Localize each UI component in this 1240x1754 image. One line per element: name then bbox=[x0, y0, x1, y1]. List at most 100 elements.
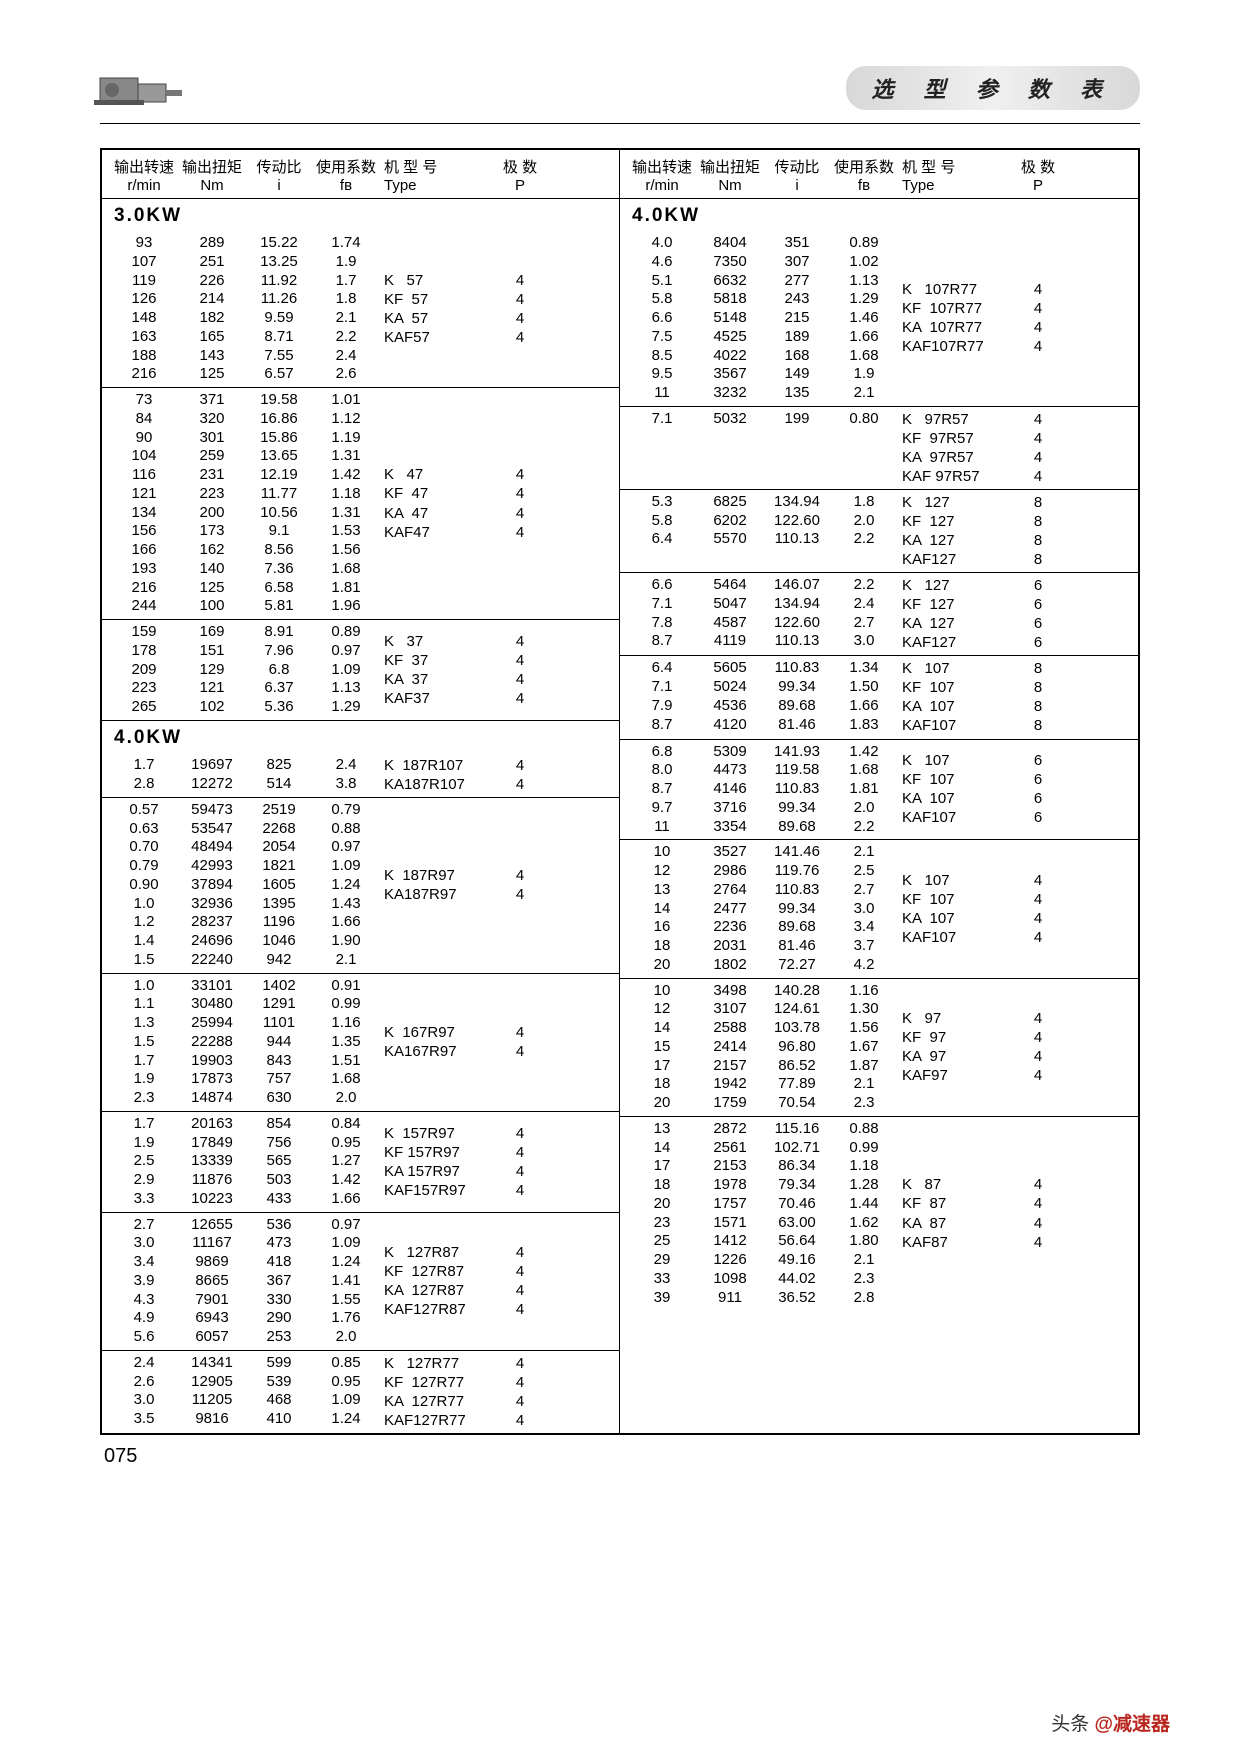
data-row: 5.86202122.602.0 bbox=[628, 512, 898, 531]
type-row: KF 127 bbox=[902, 595, 1016, 614]
type-row: KA 127 bbox=[902, 614, 1016, 633]
pole-value: 4 bbox=[498, 670, 542, 689]
data-row: 5.36825134.941.8 bbox=[628, 493, 898, 512]
pole-value: 8 bbox=[1016, 550, 1060, 569]
type-row: KA 157R97 bbox=[384, 1162, 498, 1181]
col-header-en: P bbox=[1016, 177, 1060, 194]
pole-value: 4 bbox=[1016, 871, 1060, 890]
data-row: 2161256.572.6 bbox=[110, 365, 380, 384]
pole-value: 4 bbox=[1016, 1214, 1060, 1233]
type-row: K 127R77 bbox=[384, 1354, 498, 1373]
col-header-en: Nm bbox=[696, 177, 764, 194]
data-row: 2441005.811.96 bbox=[110, 597, 380, 616]
data-row: 142561102.710.99 bbox=[628, 1139, 898, 1158]
data-row: 0.635354722680.88 bbox=[110, 820, 380, 839]
col-header-en: fʙ bbox=[312, 177, 380, 194]
data-row: 0.903789416051.24 bbox=[110, 876, 380, 895]
pole-value: 4 bbox=[498, 1281, 542, 1300]
data-row: 6.45570110.132.2 bbox=[628, 530, 898, 549]
data-row: 3.0112054681.09 bbox=[110, 1391, 380, 1410]
table-header: 输出转速输出扭矩传动比使用系数机 型 号极 数r/minNmifʙTypeP bbox=[102, 150, 619, 199]
data-row: 2.9118765031.42 bbox=[110, 1171, 380, 1190]
type-row: KAF87 bbox=[902, 1233, 1016, 1252]
header: 选 型 参 数 表 bbox=[100, 60, 1140, 115]
col-header: 传动比 bbox=[764, 156, 830, 177]
type-row: K 107R77 bbox=[902, 280, 1016, 299]
col-header-en: r/min bbox=[110, 177, 178, 194]
pole-value: 4 bbox=[498, 1162, 542, 1181]
data-row: 2.5133395651.27 bbox=[110, 1152, 380, 1171]
pole-value: 4 bbox=[1016, 1028, 1060, 1047]
type-row: KAF 97R57 bbox=[902, 467, 1016, 486]
data-row: 9.7371699.342.0 bbox=[628, 799, 898, 818]
data-row: 0.704849420540.97 bbox=[110, 838, 380, 857]
data-row: 16223689.683.4 bbox=[628, 918, 898, 937]
data-block: 9328915.221.7410725113.251.911922611.921… bbox=[102, 231, 619, 388]
data-block: 132872115.160.88142561102.710.9917215386… bbox=[620, 1117, 1138, 1311]
data-row: 1.42469610461.90 bbox=[110, 932, 380, 951]
data-row: 9328915.221.74 bbox=[110, 234, 380, 253]
pole-value: 4 bbox=[1016, 467, 1060, 486]
data-row: 8432016.861.12 bbox=[110, 410, 380, 429]
type-row: KA 37 bbox=[384, 670, 498, 689]
data-row: 11623112.191.42 bbox=[110, 466, 380, 485]
right-column: 输出转速输出扭矩传动比使用系数机 型 号极 数r/minNmifʙTypeP4.… bbox=[620, 150, 1138, 1433]
type-row: KA 107 bbox=[902, 697, 1016, 716]
data-row: 3.498694181.24 bbox=[110, 1253, 380, 1272]
type-row: KAF107 bbox=[902, 928, 1016, 947]
data-row: 29122649.162.1 bbox=[628, 1251, 898, 1270]
data-row: 103498140.281.16 bbox=[628, 982, 898, 1001]
type-row: KF 47 bbox=[384, 484, 498, 503]
data-row: 2.7126555360.97 bbox=[110, 1216, 380, 1235]
data-row: 2161256.581.81 bbox=[110, 579, 380, 598]
type-row: K 187R97 bbox=[384, 866, 498, 885]
pole-value: 4 bbox=[498, 290, 542, 309]
data-row: 8.04473119.581.68 bbox=[628, 761, 898, 780]
data-block: 6.85309141.931.428.04473119.581.688.7414… bbox=[620, 740, 1138, 841]
data-row: 2651025.361.29 bbox=[110, 698, 380, 717]
data-row: 132872115.160.88 bbox=[628, 1120, 898, 1139]
data-block: 5.36825134.941.85.86202122.602.06.455701… bbox=[620, 490, 1138, 573]
type-row: KAF127R87 bbox=[384, 1300, 498, 1319]
type-row: KA 87 bbox=[902, 1214, 1016, 1233]
data-row: 1661628.561.56 bbox=[110, 541, 380, 560]
data-row: 4.084043510.89 bbox=[628, 234, 898, 253]
page-title: 选 型 参 数 表 bbox=[846, 66, 1140, 110]
data-row: 2.6129055390.95 bbox=[110, 1373, 380, 1392]
data-row: 9030115.861.19 bbox=[110, 429, 380, 448]
data-row: 122986119.762.5 bbox=[628, 862, 898, 881]
pole-value: 8 bbox=[1016, 697, 1060, 716]
data-row: 2.8122725143.8 bbox=[110, 775, 380, 794]
pole-value: 4 bbox=[1016, 909, 1060, 928]
type-row: KF 127 bbox=[902, 512, 1016, 531]
pole-value: 4 bbox=[498, 1392, 542, 1411]
footer: 头条 @减速器 bbox=[1051, 1709, 1170, 1736]
data-row: 1931407.361.68 bbox=[110, 560, 380, 579]
data-block: 1591698.910.891781517.960.972091296.81.0… bbox=[102, 620, 619, 721]
type-row: KAF97 bbox=[902, 1066, 1016, 1085]
pole-value: 4 bbox=[498, 1300, 542, 1319]
type-row: KF 157R97 bbox=[384, 1143, 498, 1162]
data-row: 1781517.960.97 bbox=[110, 642, 380, 661]
data-row: 4.379013301.55 bbox=[110, 1291, 380, 1310]
type-row: KF 97R57 bbox=[902, 429, 1016, 448]
data-row: 20175770.461.44 bbox=[628, 1195, 898, 1214]
col-header: 传动比 bbox=[246, 156, 312, 177]
data-block: 1.7201638540.841.9178497560.952.51333956… bbox=[102, 1112, 619, 1213]
data-row: 25141256.641.80 bbox=[628, 1232, 898, 1251]
data-row: 1591698.910.89 bbox=[110, 623, 380, 642]
type-row: KA 127 bbox=[902, 531, 1016, 550]
data-row: 4.969432901.76 bbox=[110, 1309, 380, 1328]
pole-value: 6 bbox=[1016, 789, 1060, 808]
type-row: K 107 bbox=[902, 659, 1016, 678]
data-block: 4.084043510.894.673503071.025.166322771.… bbox=[620, 231, 1138, 407]
type-row: KF 107R77 bbox=[902, 299, 1016, 318]
pole-value: 4 bbox=[1016, 1009, 1060, 1028]
section-title: 3.0KW bbox=[102, 199, 619, 231]
col-header: 使用系数 bbox=[830, 156, 898, 177]
data-row: 8.74146110.831.81 bbox=[628, 780, 898, 799]
col-header: 输出扭矩 bbox=[178, 156, 246, 177]
type-row: KA187R107 bbox=[384, 775, 498, 794]
pole-value: 4 bbox=[498, 775, 542, 794]
data-row: 2.3148746302.0 bbox=[110, 1089, 380, 1108]
